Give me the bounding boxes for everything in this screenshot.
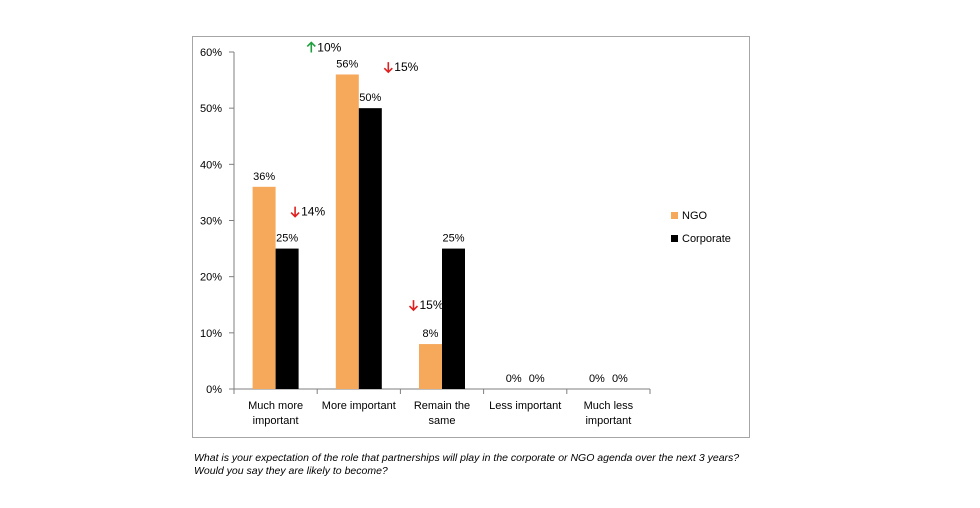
category-label: Much less <box>584 400 634 412</box>
category-label: Much more <box>248 400 303 412</box>
decrease-arrow-icon <box>408 300 419 312</box>
bar-ngo-0 <box>252 186 276 389</box>
increase-arrow-icon <box>306 41 316 53</box>
data-label: 56% <box>336 58 358 70</box>
decrease-arrow-icon <box>383 62 393 74</box>
legend-label-corporate: Corporate <box>682 233 731 245</box>
y-tick-label: 0% <box>206 384 222 396</box>
question-line-1: What is your expectation of the role tha… <box>194 452 740 464</box>
legend-label-ngo: NGO <box>682 210 708 222</box>
y-tick-label: 60% <box>200 47 222 59</box>
legend-swatch-corporate <box>671 235 678 242</box>
change-annotation: 15% <box>420 298 444 312</box>
y-tick-label: 50% <box>200 103 222 115</box>
data-label: 0% <box>529 373 545 385</box>
y-tick-label: 20% <box>200 272 222 284</box>
change-annotation: 10% <box>317 40 341 54</box>
bar-ngo-1 <box>335 74 359 389</box>
category-label: Remain the <box>414 400 470 412</box>
chart-frame: 0% 10% 20% 30% 40% 50% 60% 36% 25% Much more impor… <box>192 36 750 438</box>
category-label: same <box>429 415 456 427</box>
change-annotation: 14% <box>301 205 325 219</box>
bar-chart: 0% 10% 20% 30% 40% 50% 60% 36% 25% Much more impor… <box>200 40 731 427</box>
bar-corporate-2 <box>442 248 465 389</box>
y-tick-label: 30% <box>200 216 222 228</box>
question-line-2: Would you say they are likely to become? <box>194 465 388 477</box>
legend-swatch-ngo <box>671 212 678 219</box>
data-label: 36% <box>253 171 275 183</box>
data-label: 0% <box>612 373 628 385</box>
category-label: important <box>253 415 299 427</box>
data-label: 8% <box>423 328 439 340</box>
data-label: 25% <box>442 233 464 245</box>
change-annotation: 15% <box>394 60 418 74</box>
data-label: 50% <box>359 92 381 104</box>
survey-question: What is your expectation of the role tha… <box>194 452 834 478</box>
y-tick-label: 40% <box>200 159 222 171</box>
category-label: important <box>585 415 631 427</box>
bar-ngo-2 <box>419 344 442 389</box>
decrease-arrow-icon <box>290 206 300 218</box>
category-label: Less important <box>489 400 561 412</box>
bar-corporate-0 <box>275 248 299 389</box>
data-label: 25% <box>276 233 298 245</box>
data-label: 0% <box>589 373 605 385</box>
bar-corporate-1 <box>358 108 382 390</box>
data-label: 0% <box>506 373 522 385</box>
y-tick-label: 10% <box>200 328 222 340</box>
category-label: More important <box>322 400 396 412</box>
